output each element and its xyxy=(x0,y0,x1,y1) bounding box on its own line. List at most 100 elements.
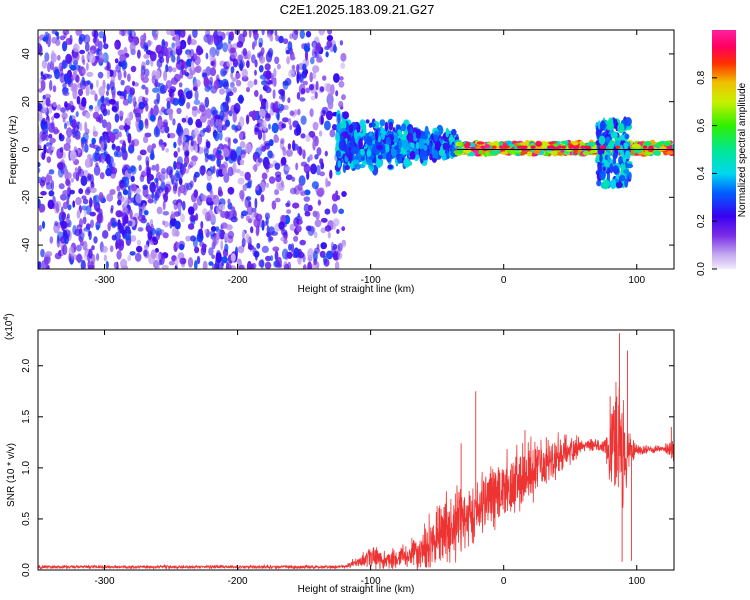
heatmap-cell xyxy=(396,153,400,161)
heatmap-cell xyxy=(96,79,99,88)
heatmap-cell xyxy=(144,118,149,126)
heatmap-cell xyxy=(191,60,195,71)
heatmap-cell xyxy=(172,46,177,56)
heatmap-cell xyxy=(130,183,138,192)
heatmap-cell xyxy=(296,225,302,233)
heatmap-cell xyxy=(38,161,41,168)
heatmap-cell xyxy=(63,143,71,151)
heatmap-cell xyxy=(325,110,333,121)
heatmap-cell xyxy=(248,30,252,38)
heatmap-cell xyxy=(87,173,92,181)
heatmap-cell xyxy=(505,145,510,149)
heatmap-cell xyxy=(115,145,121,152)
heatmap-cell xyxy=(98,86,106,97)
heatmap-cell xyxy=(333,73,340,83)
x-tick-label: 100 xyxy=(628,576,645,587)
heatmap-cell xyxy=(186,102,191,109)
heatmap-cell xyxy=(167,65,173,73)
heatmap-cell xyxy=(379,119,386,127)
heatmap-cell xyxy=(241,193,244,202)
heatmap-cell xyxy=(173,151,178,158)
heatmap-cell xyxy=(478,149,483,155)
heatmap-cell xyxy=(324,82,331,92)
heatmap-cell xyxy=(118,179,126,189)
heatmap-cell xyxy=(80,175,88,187)
heatmap-cell xyxy=(561,145,566,149)
heatmap-cell xyxy=(225,93,230,103)
heatmap-cell xyxy=(653,150,661,156)
heatmap-cell xyxy=(204,96,210,108)
heatmap-cell xyxy=(254,197,258,209)
heatmap-cell xyxy=(181,70,187,75)
heatmap-cell xyxy=(130,165,137,175)
heatmap-cell xyxy=(255,227,260,237)
colorbar-label: Normalized spectral amplitude xyxy=(737,82,748,217)
heatmap-cell xyxy=(547,145,552,149)
heatmap-cell xyxy=(139,149,147,156)
heatmap-cell xyxy=(274,189,280,196)
heatmap-cell xyxy=(264,83,270,90)
y-tick-label: 1.5 xyxy=(21,409,32,423)
heatmap-cell xyxy=(162,119,168,128)
heatmap-cell xyxy=(173,73,181,82)
heatmap-cell xyxy=(87,230,91,237)
heatmap-cell xyxy=(232,58,239,68)
heatmap-cell xyxy=(202,72,208,78)
heatmap-cell xyxy=(41,98,46,108)
heatmap-cell xyxy=(365,119,370,124)
heatmap-cell xyxy=(330,84,335,95)
heatmap-cell xyxy=(297,108,301,116)
heatmap-cell xyxy=(308,130,316,138)
heatmap-cell xyxy=(196,255,201,265)
heatmap-cell xyxy=(216,119,223,128)
heatmap-cell xyxy=(171,55,176,63)
heatmap-cell xyxy=(61,211,66,221)
heatmap-cell xyxy=(52,101,57,108)
heatmap-cell xyxy=(41,220,46,229)
heatmap-cell xyxy=(286,56,290,65)
heatmap-cell xyxy=(180,64,184,72)
heatmap-cell xyxy=(155,69,161,80)
heatmap-cell xyxy=(76,95,81,105)
heatmap-cell xyxy=(177,147,181,153)
heatmap-cell xyxy=(291,176,296,182)
heatmap-cell xyxy=(204,157,208,163)
heatmap-cell xyxy=(251,110,257,121)
heatmap-cell xyxy=(84,158,92,169)
heatmap-cell xyxy=(240,151,246,159)
heatmap-cell xyxy=(341,94,346,101)
heatmap-cell xyxy=(65,136,72,145)
heatmap-cell xyxy=(118,125,126,131)
heatmap-cell xyxy=(75,254,83,263)
heatmap-cell xyxy=(296,71,302,80)
heatmap-cell xyxy=(49,137,56,144)
heatmap-cell xyxy=(280,156,287,166)
heatmap-cell xyxy=(147,144,153,153)
heatmap-cell xyxy=(250,226,254,234)
heatmap-cell xyxy=(147,39,152,47)
heatmap-cell xyxy=(285,49,290,55)
heatmap-cell xyxy=(123,196,128,206)
heatmap-cell xyxy=(215,258,220,269)
heatmap-cell xyxy=(310,56,315,65)
heatmap-cell xyxy=(300,161,308,167)
heatmap-cell xyxy=(617,122,625,134)
heatmap-cell xyxy=(123,124,131,131)
heatmap-cell xyxy=(218,203,226,211)
heatmap-cell xyxy=(309,72,314,83)
snr-xlabel: Height of straight line (km) xyxy=(298,584,415,595)
heatmap-cell xyxy=(274,250,279,261)
heatmap-cell xyxy=(289,33,293,40)
heatmap-cell xyxy=(38,224,43,232)
heatmap-cell xyxy=(231,124,237,131)
heatmap-cell xyxy=(413,131,417,142)
heatmap-cell xyxy=(244,196,250,209)
heatmap-cell xyxy=(119,139,126,145)
heatmap-cell xyxy=(64,101,68,108)
heatmap-cell xyxy=(457,141,463,146)
heatmap-cell xyxy=(282,81,289,90)
heatmap-cell xyxy=(192,30,198,39)
heatmap-cell xyxy=(50,120,55,130)
heatmap-cell xyxy=(60,193,67,201)
